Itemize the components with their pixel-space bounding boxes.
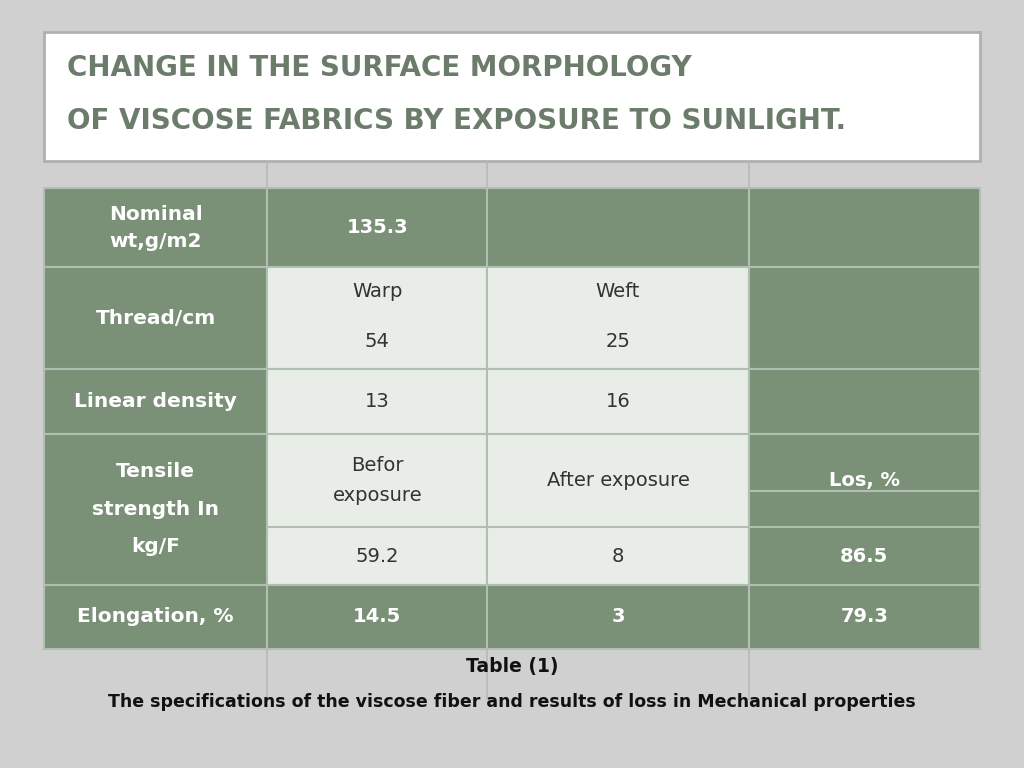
Text: 16: 16	[605, 392, 631, 411]
FancyBboxPatch shape	[487, 369, 749, 434]
Text: Linear density: Linear density	[74, 392, 238, 411]
FancyBboxPatch shape	[44, 434, 267, 584]
Text: 135.3: 135.3	[346, 218, 409, 237]
FancyBboxPatch shape	[487, 267, 749, 369]
FancyBboxPatch shape	[487, 188, 749, 267]
Text: After exposure: After exposure	[547, 471, 689, 490]
Text: Warp: Warp	[352, 282, 402, 301]
FancyBboxPatch shape	[267, 584, 487, 649]
Text: exposure: exposure	[333, 486, 422, 505]
Text: Elongation, %: Elongation, %	[78, 607, 233, 627]
Text: 59.2: 59.2	[355, 547, 399, 565]
FancyBboxPatch shape	[487, 584, 749, 649]
FancyBboxPatch shape	[487, 434, 749, 584]
Text: Befor: Befor	[351, 455, 403, 475]
Text: Thread/cm: Thread/cm	[95, 309, 216, 328]
Text: The specifications of the viscose fiber and results of loss in Mechanical proper: The specifications of the viscose fiber …	[109, 694, 915, 711]
Text: 3: 3	[611, 607, 625, 627]
Text: 13: 13	[365, 392, 390, 411]
FancyBboxPatch shape	[267, 369, 487, 434]
FancyBboxPatch shape	[267, 188, 487, 267]
FancyBboxPatch shape	[44, 584, 267, 649]
FancyBboxPatch shape	[44, 188, 267, 267]
Text: strength In: strength In	[92, 500, 219, 518]
FancyBboxPatch shape	[44, 267, 267, 369]
Text: 8: 8	[611, 547, 625, 565]
Text: Table (1): Table (1)	[466, 657, 558, 676]
Text: Weft: Weft	[596, 282, 640, 301]
Text: OF VISCOSE FABRICS BY EXPOSURE TO SUNLIGHT.: OF VISCOSE FABRICS BY EXPOSURE TO SUNLIG…	[67, 108, 846, 135]
FancyBboxPatch shape	[749, 434, 980, 584]
Text: 79.3: 79.3	[841, 607, 888, 627]
FancyBboxPatch shape	[749, 188, 980, 267]
FancyBboxPatch shape	[749, 369, 980, 434]
Text: wt,g/m2: wt,g/m2	[110, 231, 202, 250]
Text: Tensile: Tensile	[116, 462, 196, 481]
Text: Los, %: Los, %	[828, 471, 900, 490]
FancyBboxPatch shape	[44, 369, 267, 434]
Text: 86.5: 86.5	[840, 547, 889, 565]
FancyBboxPatch shape	[44, 32, 980, 161]
Text: 14.5: 14.5	[353, 607, 401, 627]
FancyBboxPatch shape	[749, 267, 980, 369]
FancyBboxPatch shape	[749, 584, 980, 649]
Text: kg/F: kg/F	[131, 538, 180, 557]
Text: Nominal: Nominal	[109, 205, 203, 224]
Text: CHANGE IN THE SURFACE MORPHOLOGY: CHANGE IN THE SURFACE MORPHOLOGY	[67, 54, 691, 81]
FancyBboxPatch shape	[267, 267, 487, 369]
Text: 25: 25	[605, 332, 631, 351]
Text: 54: 54	[365, 332, 390, 351]
FancyBboxPatch shape	[267, 434, 487, 584]
FancyBboxPatch shape	[749, 491, 980, 584]
